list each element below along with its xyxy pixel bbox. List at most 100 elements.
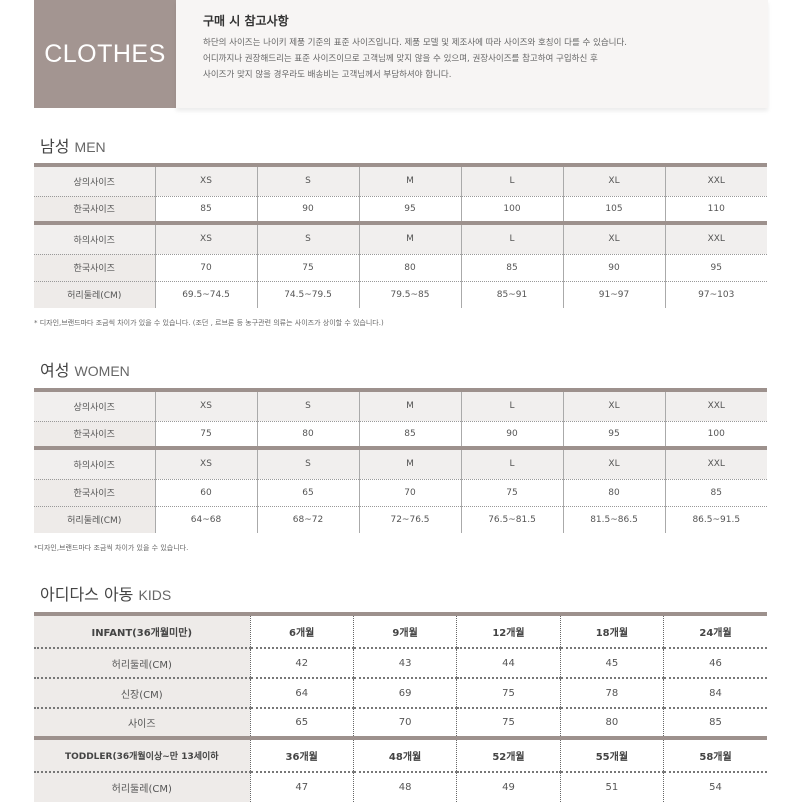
notice-line: 사이즈가 맞지 않을 경우라도 배송비는 고객님께서 부담하셔야 합니다. [203, 70, 452, 80]
table-cell: 75 [460, 479, 563, 507]
table-cell: 47 [249, 772, 354, 802]
table-cell: XL [562, 163, 665, 197]
table-cell: 54 [663, 772, 767, 802]
table-cell: 51 [559, 772, 664, 802]
table-cell: 52개월 [456, 736, 561, 773]
row-header-cell: 신장(CM) [34, 678, 250, 709]
table-row: 허리둘레(CM) 47 48 49 51 54 [34, 772, 767, 802]
kids-section-title: 아디다스 아동 KIDS [40, 581, 171, 605]
men-title-ko: 남성 [40, 137, 70, 156]
row-header-cell: 상의사이즈 [34, 388, 155, 422]
women-section-title: 여성 WOMEN [40, 357, 130, 381]
table-cell: XS [154, 163, 257, 197]
women-title-en: WOMEN [74, 363, 130, 379]
table-cell: 84 [663, 678, 767, 709]
table-cell: XXL [664, 221, 767, 255]
table-cell: 36개월 [249, 736, 354, 773]
table-cell: 110 [664, 196, 767, 224]
table-cell: 12개월 [456, 612, 561, 649]
table-cell: 80 [559, 708, 664, 739]
row-header-cell: 허리둘레(CM) [34, 506, 155, 533]
table-cell: 48 [352, 772, 457, 802]
table-cell: 80 [562, 479, 665, 507]
table-cell: S [256, 446, 359, 480]
row-header-cell: 한국사이즈 [34, 479, 155, 507]
table-cell: 70 [358, 479, 461, 507]
table-cell: 64~68 [154, 506, 257, 533]
table-cell: S [256, 221, 359, 255]
table-cell: 76.5~81.5 [460, 506, 563, 533]
table-cell: 100 [664, 421, 767, 449]
table-cell: 48개월 [352, 736, 457, 773]
table-cell: XS [154, 221, 257, 255]
table-cell: 95 [664, 254, 767, 282]
table-row: INFANT(36개월미만) 6개월 9개월 12개월 18개월 24개월 [34, 612, 767, 649]
row-header-cell: 허리둘레(CM) [34, 772, 250, 802]
table-row: TODDLER(36개월이상~만 13세이하 36개월 48개월 52개월 55개월 58… [34, 736, 767, 773]
kids-title-ko: 아디다스 아동 [40, 585, 134, 604]
purchase-notice-panel: 구매 시 참고사항 하단의 사이즈는 나이키 제품 기준의 표준 사이즈입니다.… [176, 0, 768, 108]
table-cell: 75 [456, 678, 561, 709]
row-header-cell: TODDLER(36개월이상~만 13세이하 [34, 736, 250, 773]
table-cell: XL [562, 221, 665, 255]
table-cell: XL [562, 388, 665, 422]
table-cell: XXL [664, 163, 767, 197]
table-row: 한국사이즈 70 75 80 85 90 95 [34, 254, 767, 282]
table-cell: 45 [559, 648, 664, 679]
table-cell: 65 [256, 479, 359, 507]
kids-title-en: KIDS [138, 587, 172, 603]
table-cell: L [460, 388, 563, 422]
table-row: 상의사이즈 XS S M L XL XXL [34, 388, 767, 422]
table-cell: 18개월 [559, 612, 664, 649]
table-cell: 85 [358, 421, 461, 449]
table-cell: 65 [249, 708, 354, 739]
table-cell: 95 [358, 196, 461, 224]
table-cell: L [460, 163, 563, 197]
men-title-en: MEN [74, 139, 106, 155]
table-cell: 64 [249, 678, 354, 709]
row-header-cell: 하의사이즈 [34, 446, 155, 480]
table-cell: 75 [154, 421, 257, 449]
table-row: 한국사이즈 85 90 95 100 105 110 [34, 196, 767, 224]
table-cell: XXL [664, 388, 767, 422]
table-cell: XL [562, 446, 665, 480]
table-row: 신장(CM) 64 69 75 78 84 [34, 678, 767, 709]
clothes-badge: CLOTHES [34, 0, 176, 108]
table-cell: 75 [456, 708, 561, 739]
table-cell: 24개월 [663, 612, 767, 649]
table-cell: 42 [249, 648, 354, 679]
table-row: 하의사이즈 XS S M L XL XXL [34, 221, 767, 255]
row-header-cell: 한국사이즈 [34, 196, 155, 224]
table-row: 허리둘레(CM) 69.5~74.5 74.5~79.5 79.5~85 85~91 91… [34, 281, 767, 308]
table-cell: 58개월 [663, 736, 767, 773]
women-size-table: 상의사이즈 XS S M L XL XXL 한국사이즈 75 80 85 90 95 100 하의사이즈 XS… [34, 388, 767, 533]
table-cell: 79.5~85 [358, 281, 461, 308]
table-cell: 43 [352, 648, 457, 679]
table-cell: XS [154, 446, 257, 480]
table-cell: 68~72 [256, 506, 359, 533]
table-cell: 46 [663, 648, 767, 679]
table-cell: 44 [456, 648, 561, 679]
row-header-cell: 한국사이즈 [34, 254, 155, 282]
men-size-table: 상의사이즈 XS S M L XL XXL 한국사이즈 85 90 95 100 105 110 하의사이즈… [34, 163, 767, 308]
table-cell: 78 [559, 678, 664, 709]
table-cell: 100 [460, 196, 563, 224]
table-cell: XXL [664, 446, 767, 480]
men-note: * 디자인,브랜드마다 조금씩 차이가 있을 수 있습니다. (조던 , 르브론… [34, 319, 384, 327]
table-row: 하의사이즈 XS S M L XL XXL [34, 446, 767, 480]
women-note: *디자인,브랜드마다 조금씩 차이가 있을 수 있습니다. [34, 544, 189, 552]
table-cell: 80 [358, 254, 461, 282]
table-cell: 55개월 [559, 736, 664, 773]
row-header-cell: 상의사이즈 [34, 163, 155, 197]
table-cell: 91~97 [562, 281, 665, 308]
notice-line: 어디까지나 권장해드리는 표준 사이즈이므로 고객님께 맞지 않을 수 있으며,… [203, 54, 598, 64]
table-cell: 90 [256, 196, 359, 224]
table-cell: 105 [562, 196, 665, 224]
table-cell: S [256, 388, 359, 422]
table-cell: 70 [352, 708, 457, 739]
table-cell: 69 [352, 678, 457, 709]
table-row: 허리둘레(CM) 42 43 44 45 46 [34, 648, 767, 679]
table-cell: L [460, 221, 563, 255]
table-cell: 85~91 [460, 281, 563, 308]
table-cell: 90 [460, 421, 563, 449]
